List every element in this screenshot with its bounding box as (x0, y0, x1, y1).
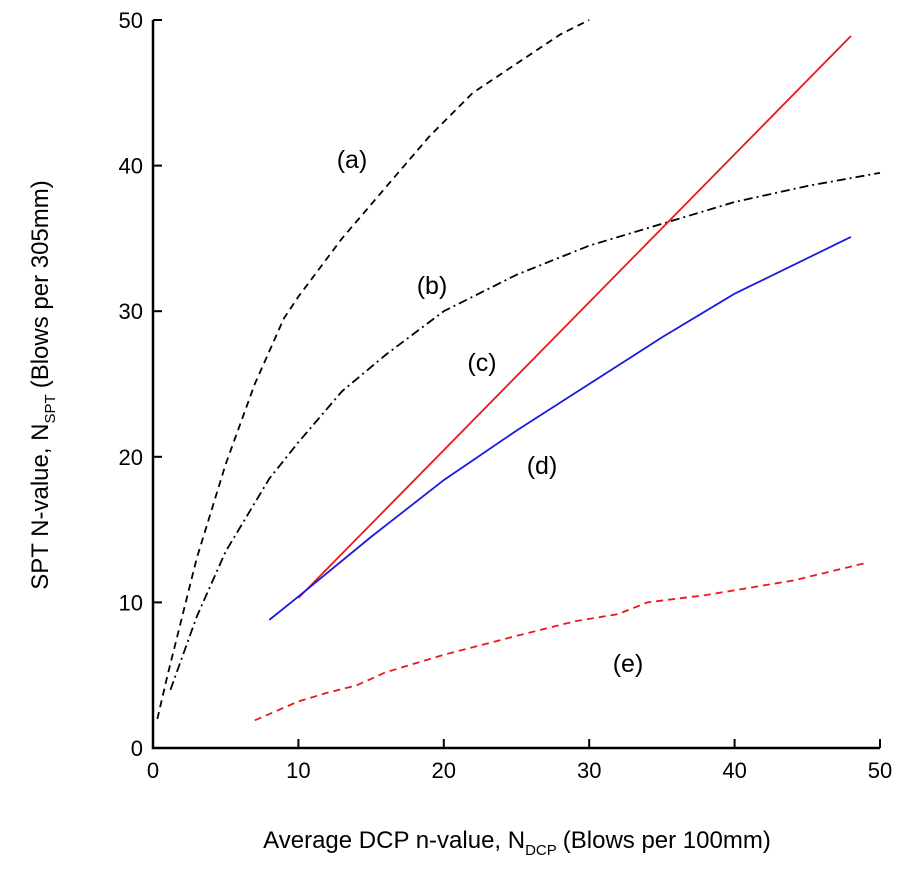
x-tick-label: 30 (577, 758, 601, 783)
series-label: (a) (337, 146, 368, 174)
series-line (156, 19, 590, 720)
y-tick-label: 10 (119, 590, 143, 615)
series-label: (d) (527, 452, 558, 480)
x-label-sub: DCP (525, 842, 557, 859)
axes (151, 20, 880, 750)
y-tick-label: 40 (119, 154, 143, 179)
x-tick-label: 10 (286, 758, 310, 783)
y-label-sub: SPT (42, 394, 59, 423)
series-label: (b) (417, 272, 448, 300)
x-axis-label: Average DCP n-value, NDCP (Blows per 100m… (263, 827, 771, 859)
series-line (254, 562, 866, 722)
y-tick-label: 20 (119, 445, 143, 470)
series-line (169, 171, 881, 691)
y-label-main: SPT N-value, N (27, 423, 54, 589)
series-line (297, 35, 852, 599)
y-label-rest: (Blows per 305mm) (27, 180, 54, 388)
y-tick-label: 30 (119, 299, 143, 324)
x-tick-label: 40 (722, 758, 746, 783)
series-line (268, 236, 852, 621)
x-label-main: Average DCP n-value, N (263, 827, 525, 854)
y-tick-label: 0 (131, 736, 143, 761)
series-label: (c) (467, 349, 496, 377)
y-axis-label: SPT N-value, NSPT (Blows per 305mm) (27, 180, 59, 590)
x-tick-label: 0 (147, 758, 159, 783)
series-label: (e) (613, 650, 644, 678)
x-tick-label: 20 (432, 758, 456, 783)
x-tick-label: 50 (868, 758, 892, 783)
y-tick-label: 50 (119, 8, 143, 33)
x-label-rest: (Blows per 100mm) (563, 827, 771, 854)
